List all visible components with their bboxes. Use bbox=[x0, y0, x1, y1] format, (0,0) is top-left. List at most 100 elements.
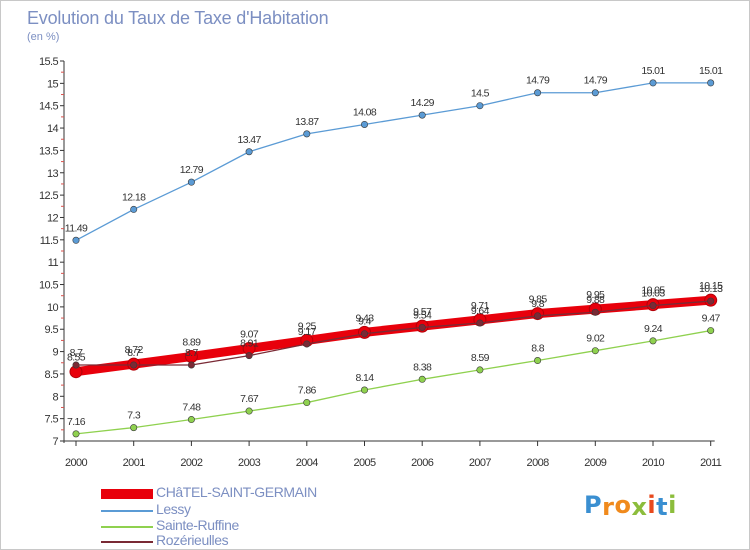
data-point-lessy bbox=[476, 102, 484, 110]
data-point-rozerieulles bbox=[72, 361, 80, 369]
data-point-sainte-ruffine bbox=[418, 375, 426, 383]
x-tick-label: 2003 bbox=[238, 457, 261, 469]
data-label-chatel-saint-germain: 9.95 bbox=[586, 289, 605, 301]
data-label-lessy: 12.18 bbox=[122, 191, 146, 203]
data-point-lessy bbox=[360, 120, 368, 128]
data-point-rozerieulles bbox=[303, 340, 311, 348]
data-point-rozerieulles bbox=[418, 323, 426, 331]
data-label-sainte-ruffine: 9.24 bbox=[644, 323, 663, 335]
series-line-lessy bbox=[75, 82, 712, 241]
data-label-lessy: 15.01 bbox=[699, 65, 723, 77]
data-point-lessy bbox=[591, 89, 599, 97]
data-label-chatel-saint-germain: 10.05 bbox=[641, 285, 665, 297]
data-point-rozerieulles bbox=[187, 361, 195, 369]
data-label-sainte-ruffine: 7.48 bbox=[182, 402, 201, 414]
data-label-sainte-ruffine: 8.59 bbox=[471, 352, 490, 364]
data-label-sainte-ruffine: 9.47 bbox=[702, 313, 721, 325]
data-point-sainte-ruffine bbox=[707, 327, 715, 335]
x-tick-label: 2005 bbox=[353, 457, 376, 469]
y-tick-label: 10.5 bbox=[39, 280, 58, 292]
data-label-lessy: 14.08 bbox=[353, 106, 377, 118]
x-tick-label: 2006 bbox=[411, 457, 434, 469]
data-point-lessy bbox=[130, 205, 138, 213]
data-point-rozerieulles bbox=[245, 352, 253, 360]
data-point-sainte-ruffine bbox=[187, 416, 195, 424]
y-tick-label: 13 bbox=[47, 168, 59, 180]
y-tick-label: 12.5 bbox=[39, 190, 58, 202]
data-label-rozerieulles: 8.7 bbox=[70, 347, 84, 359]
y-tick-label: 13.5 bbox=[39, 145, 58, 157]
data-label-chatel-saint-germain: 9.85 bbox=[529, 294, 548, 306]
data-point-rozerieulles bbox=[591, 308, 599, 316]
x-tick-label: 2008 bbox=[527, 457, 550, 469]
y-tick-label: 14.5 bbox=[39, 101, 58, 113]
data-point-rozerieulles bbox=[707, 297, 715, 305]
y-tick-label: 8 bbox=[52, 391, 58, 403]
data-label-chatel-saint-germain: 9.43 bbox=[355, 312, 374, 324]
data-point-sainte-ruffine bbox=[476, 366, 484, 374]
x-tick-label: 2011 bbox=[700, 457, 722, 469]
chart-title: Evolution du Taux de Taxe d'Habitation bbox=[27, 8, 329, 28]
data-label-chatel-saint-germain: 8.89 bbox=[182, 337, 201, 349]
y-tick-label: 8.5 bbox=[45, 369, 59, 381]
data-label-chatel-saint-germain: 8.55 bbox=[67, 352, 86, 364]
data-point-lessy bbox=[187, 178, 195, 186]
legend-swatch bbox=[101, 489, 153, 499]
data-label-chatel-saint-germain: 9.07 bbox=[240, 328, 259, 340]
data-point-rozerieulles bbox=[649, 302, 657, 310]
y-tick-label: 11 bbox=[48, 257, 59, 269]
data-label-rozerieulles: 9.17 bbox=[298, 326, 317, 338]
y-tick-label: 15 bbox=[47, 78, 59, 90]
data-label-lessy: 14.29 bbox=[411, 97, 435, 109]
x-tick-label: 2002 bbox=[180, 457, 203, 469]
legend-swatch bbox=[101, 541, 153, 543]
data-point-lessy bbox=[707, 79, 715, 87]
legend-label: Sainte-Ruffine bbox=[156, 517, 239, 533]
series-layer bbox=[69, 79, 718, 438]
data-label-chatel-saint-germain: 9.25 bbox=[298, 320, 317, 332]
data-label-sainte-ruffine: 8.38 bbox=[413, 361, 432, 373]
data-label-sainte-ruffine: 9.02 bbox=[586, 333, 605, 345]
x-tick-label: 2004 bbox=[296, 457, 319, 469]
data-point-lessy bbox=[418, 111, 426, 119]
y-tick-label: 9.5 bbox=[45, 324, 59, 336]
data-label-lessy: 12.79 bbox=[180, 164, 204, 176]
data-point-rozerieulles bbox=[130, 361, 138, 369]
data-point-lessy bbox=[534, 89, 542, 97]
data-point-sainte-ruffine bbox=[303, 399, 311, 407]
data-label-rozerieulles: 9.88 bbox=[586, 294, 605, 306]
data-label-sainte-ruffine: 7.67 bbox=[240, 393, 259, 405]
legend-label: Rozérieulles bbox=[156, 532, 229, 548]
y-tick-label: 10 bbox=[47, 302, 59, 314]
data-point-sainte-ruffine bbox=[360, 386, 368, 394]
data-label-sainte-ruffine: 7.86 bbox=[298, 385, 317, 397]
y-tick-label: 12 bbox=[47, 212, 59, 224]
legend-swatch bbox=[101, 526, 153, 528]
series-line-sainte-ruffine bbox=[75, 329, 712, 435]
series-sainte-ruffine bbox=[72, 327, 715, 438]
series-line-chatel-saint-germain bbox=[71, 295, 716, 377]
data-point-lessy bbox=[245, 148, 253, 156]
data-point-sainte-ruffine bbox=[130, 424, 138, 432]
data-label-sainte-ruffine: 7.16 bbox=[67, 416, 86, 428]
data-label-lessy: 14.79 bbox=[584, 75, 608, 87]
y-unit-label: (en %) bbox=[27, 31, 60, 43]
x-tick-label: 2010 bbox=[642, 457, 665, 469]
x-tick-label: 2009 bbox=[584, 457, 607, 469]
data-label-lessy: 15.01 bbox=[641, 65, 665, 77]
data-label-lessy: 13.87 bbox=[295, 116, 319, 128]
data-point-sainte-ruffine bbox=[649, 337, 657, 345]
data-point-rozerieulles bbox=[534, 312, 542, 320]
data-point-sainte-ruffine bbox=[591, 347, 599, 355]
legend-label: Lessy bbox=[156, 501, 191, 517]
data-point-rozerieulles bbox=[360, 330, 368, 338]
legend-label: CHâTEL-SAINT-GERMAIN bbox=[156, 484, 317, 500]
axes: 77.588.599.51010.51111.51212.51313.51414… bbox=[39, 56, 722, 469]
y-tick-label: 14 bbox=[47, 123, 59, 135]
data-label-chatel-saint-germain: 8.72 bbox=[125, 344, 144, 356]
x-tick-label: 2000 bbox=[65, 457, 88, 469]
data-label-lessy: 11.49 bbox=[65, 222, 88, 234]
data-point-sainte-ruffine bbox=[245, 407, 253, 415]
data-label-rozerieulles: 9.8 bbox=[531, 298, 545, 310]
